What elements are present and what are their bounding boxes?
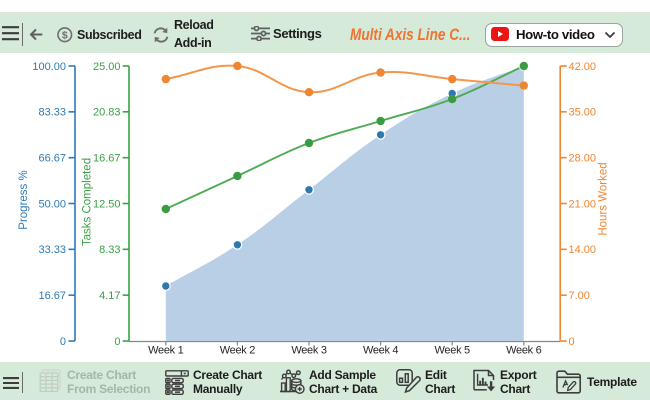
svg-text:0: 0 <box>114 336 120 348</box>
svg-text:83.33: 83.33 <box>38 107 66 119</box>
svg-text:7.00: 7.00 <box>569 290 590 302</box>
svg-text:42.00: 42.00 <box>569 61 597 73</box>
svg-text:33.33: 33.33 <box>38 244 66 256</box>
svg-text:21.00: 21.00 <box>569 198 597 210</box>
svg-text:16.67: 16.67 <box>93 152 121 164</box>
svg-text:Week 1: Week 1 <box>148 345 183 357</box>
svg-text:Week 2: Week 2 <box>220 345 255 357</box>
svg-text:25.00: 25.00 <box>93 61 121 73</box>
svg-text:Week 6: Week 6 <box>506 345 541 357</box>
svg-text:Progress %: Progress % <box>18 170 30 229</box>
svg-text:Week 4: Week 4 <box>363 345 398 357</box>
svg-text:Hours Worked: Hours Worked <box>598 162 610 235</box>
svg-text:66.67: 66.67 <box>38 152 66 164</box>
svg-text:16.67: 16.67 <box>38 290 66 302</box>
svg-text:4.17: 4.17 <box>99 290 120 302</box>
svg-text:Tasks Completed: Tasks Completed <box>82 158 94 246</box>
svg-text:0: 0 <box>569 336 575 348</box>
svg-text:100.00: 100.00 <box>32 61 66 73</box>
svg-text:0: 0 <box>60 336 66 348</box>
svg-text:20.83: 20.83 <box>93 107 121 119</box>
svg-text:14.00: 14.00 <box>569 244 597 256</box>
svg-text:8.33: 8.33 <box>99 244 120 256</box>
svg-text:35.00: 35.00 <box>569 107 597 119</box>
svg-text:$: $ <box>62 30 68 42</box>
svg-text:50.00: 50.00 <box>38 198 66 210</box>
svg-text:28.00: 28.00 <box>569 152 597 164</box>
svg-text:Week 5: Week 5 <box>435 345 470 357</box>
svg-text:12.50: 12.50 <box>93 198 121 210</box>
svg-text:Week 3: Week 3 <box>291 345 326 357</box>
